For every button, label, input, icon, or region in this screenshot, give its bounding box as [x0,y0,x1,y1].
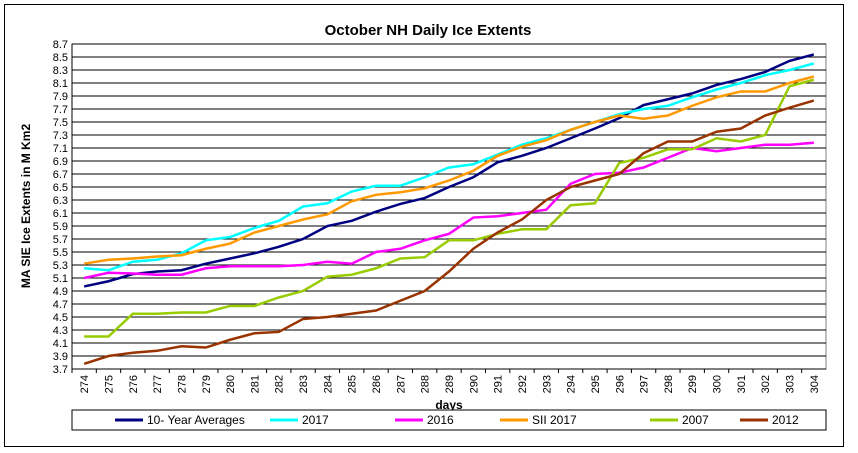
y-tick-label: 7.7 [53,104,68,116]
series-line-2017 [84,62,815,272]
y-tick-label: 6.7 [53,169,68,181]
x-axis-label: days [435,398,463,412]
x-tick-label: 293 [541,375,553,393]
x-tick-label: 274 [79,375,91,393]
series-line-2012 [83,99,815,365]
y-tick-label: 4.1 [53,338,68,350]
x-tick-label: 294 [566,375,578,393]
legend-label: 2012 [772,413,799,427]
y-tick-label: 8.1 [53,78,68,90]
x-tick-label: 304 [809,375,821,393]
legend-label: 2017 [302,413,329,427]
x-tick-label: 292 [517,375,529,393]
x-tick-label: 283 [298,375,310,393]
y-tick-label: 5.5 [53,247,68,259]
x-tick-label: 288 [420,375,432,393]
series-line-sii-2017 [83,75,815,265]
x-tick-label: 285 [347,375,359,393]
legend-label: SII 2017 [532,413,577,427]
y-tick-label: 8.7 [53,39,68,51]
y-tick-label: 7.3 [53,130,68,142]
x-tick-label: 291 [493,375,505,393]
legend-label: 2007 [682,413,709,427]
y-tick-label: 6.3 [53,195,68,207]
x-tick-label: 277 [152,375,164,393]
x-tick-label: 275 [103,375,115,393]
y-tick-label: 6.1 [53,208,68,220]
series-line-2016 [83,141,814,280]
y-tick-label: 8.3 [53,65,68,77]
y-tick-label: 4.9 [53,286,68,298]
chart-frame [4,4,844,447]
x-tick-label: 278 [176,375,188,393]
legend-box [71,409,827,431]
x-tick-label: 300 [712,375,724,393]
x-tick-label: 302 [760,375,772,393]
y-tick-label: 5.9 [53,221,68,233]
x-tick-label: 280 [225,375,237,393]
y-tick-label: 3.7 [53,364,68,376]
x-tick-label: 281 [249,375,261,393]
y-tick-label: 4.5 [53,312,68,324]
x-tick-label: 284 [322,375,334,393]
y-tick-label: 5.3 [53,260,68,272]
y-tick-label: 7.9 [53,91,68,103]
x-tick-label: 289 [444,375,456,393]
y-tick-label: 8.5 [53,52,68,64]
x-tick-label: 299 [687,375,699,393]
y-tick-label: 6.5 [53,182,68,194]
plot-area [71,43,827,370]
y-tick-label: 5.1 [53,273,68,285]
legend-label: 2016 [427,413,454,427]
x-tick-label: 290 [468,375,480,393]
x-tick-label: 287 [395,375,407,393]
x-tick-label: 297 [639,375,651,393]
series-line-10-year-averages [83,53,815,288]
legend-label: 10- Year Averages [147,413,245,427]
y-tick-label: 7.1 [53,143,68,155]
x-tick-label: 301 [736,375,748,393]
series-line-2007 [84,78,815,338]
x-tick-label: 296 [614,375,626,393]
x-tick-label: 282 [274,375,286,393]
x-tick-label: 279 [201,375,213,393]
x-tick-label: 276 [128,375,140,393]
x-tick-label: 286 [371,375,383,393]
chart-title: October NH Daily Ice Extents [325,22,532,39]
y-tick-label: 7.5 [53,117,68,129]
y-tick-label: 3.9 [53,351,68,363]
x-tick-label: 298 [663,375,675,393]
y-tick-label: 5.7 [53,234,68,246]
y-tick-label: 6.9 [53,156,68,168]
x-tick-label: 295 [590,375,602,393]
x-tick-label: 303 [785,375,797,393]
y-tick-label: 4.7 [53,299,68,311]
y-axis-label: MA SIE Ice Extents in M Km2 [19,124,33,289]
y-tick-label: 4.3 [53,325,68,337]
